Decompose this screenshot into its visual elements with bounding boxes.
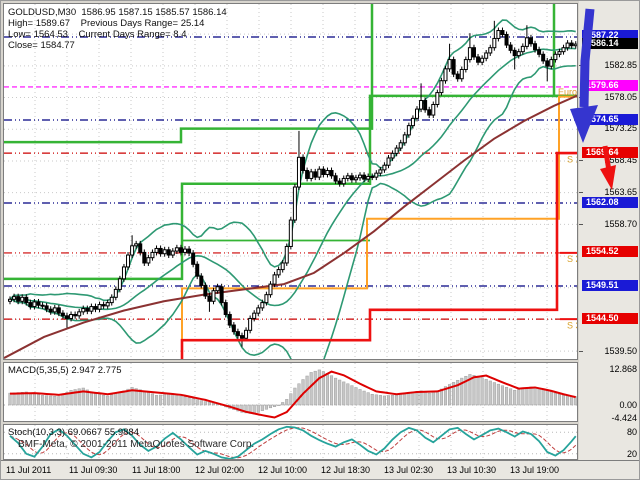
bollinger-upper	[9, 19, 576, 302]
price-axis-tick	[579, 96, 583, 98]
price-axis-tick	[579, 224, 583, 226]
macd-axis-label: -4.424	[611, 412, 637, 423]
stoch-axis-label: 20	[626, 448, 637, 459]
time-axis-label: 11 Jul 2011	[6, 465, 52, 475]
chart-high-header: High= 1589.67 Previous Days Range= 25.14	[8, 18, 205, 29]
price-badge: 1562.08	[582, 196, 638, 208]
time-axis-label: 13 Jul 10:30	[447, 465, 497, 475]
price-axis-label: 1558.70	[604, 219, 637, 230]
bollinger-lower	[9, 64, 576, 359]
price-badge: 1574.65	[582, 113, 638, 125]
price-axis-tick	[579, 191, 583, 193]
price-axis-label: 1573.25	[604, 123, 637, 134]
price-badge: 1579.66	[582, 80, 638, 92]
chart-ohlc-header: GOLDUSD,M30 1586.95 1587.15 1585.57 1586…	[8, 7, 227, 18]
macd-panel[interactable]: MACD(5,35,5) 2.947 2.775	[3, 362, 578, 422]
time-axis-label: 12 Jul 10:00	[258, 465, 308, 475]
stoch-axis-label: 80	[626, 427, 637, 438]
price-badge: 1586.14	[582, 37, 638, 49]
pivot-orange	[181, 95, 577, 347]
price-axis-tick	[579, 128, 583, 130]
pivot-label: S 2	[567, 254, 577, 264]
price-axis-label: 1563.65	[604, 186, 637, 197]
price-badge: 1549.51	[582, 279, 638, 291]
price-axis-label: 1582.85	[604, 59, 637, 70]
price-axis-label: 1539.50	[604, 346, 637, 357]
price-axis-tick	[579, 159, 583, 161]
copyright-watermark: BMF-Meta, © 2001-2011 MetaQuotes Softwar…	[18, 439, 255, 450]
price-axis-label: 1578.05	[604, 91, 637, 102]
macd-histogram	[8, 369, 577, 415]
time-axis-label: 11 Jul 09:30	[69, 465, 118, 475]
time-axis-label: 13 Jul 02:30	[384, 465, 434, 475]
price-badge: 1544.50	[582, 312, 638, 324]
pivot-label: S 3	[567, 321, 577, 331]
macd-axis-label: 12.868	[609, 363, 637, 374]
pivot-label: S 1	[567, 154, 577, 164]
stoch-main-line	[9, 425, 577, 459]
macd-axis-label: 0.00	[619, 400, 637, 410]
pivot-red-s1	[180, 151, 577, 359]
time-axis-label: 12 Jul 18:30	[321, 465, 371, 475]
chart-close-header: Close= 1584.77	[8, 40, 75, 51]
pivot-green-b	[4, 94, 577, 281]
price-badge: 1554.52	[582, 246, 638, 258]
price-axis-label: 1568.45	[604, 154, 637, 165]
candles-layer	[8, 20, 577, 347]
price-axis-tick	[579, 351, 583, 353]
stochastic-indicator-label: Stoch(10,3,3) 69.0667 55.9884	[8, 427, 139, 438]
time-axis-label: 12 Jul 02:00	[195, 465, 245, 475]
macd-canvas	[4, 363, 577, 421]
price-badge: 1587.22	[582, 30, 638, 42]
time-axis-label: 11 Jul 18:00	[132, 465, 181, 475]
pivot-green-a	[4, 4, 577, 144]
chart-low-header: Low= 1564.53 Current Days Range= 8.4	[8, 29, 187, 40]
stochastic-panel[interactable]: Stoch(10,3,3) 69.0667 55.9884 BMF-Meta, …	[3, 424, 578, 460]
slow-ma-line	[4, 94, 577, 359]
bollinger-middle	[9, 47, 576, 311]
stochastic-canvas	[4, 425, 577, 459]
price-axis[interactable]: 1582.85 1578.05 1573.25 1568.45 1563.65 1558.…	[579, 1, 639, 460]
price-chart-canvas: Euro Po S 1 S 2 S 3	[4, 4, 577, 359]
macd-signal-line	[9, 370, 576, 419]
pivot-label: Euro Po	[558, 87, 577, 97]
price-chart-area[interactable]: Euro Po S 1 S 2 S 3 GOLDUSD,M30 1586.95 158…	[3, 3, 578, 360]
time-axis[interactable]: 11 Jul 2011 11 Jul 09:30 11 Jul 18:00 12 Ju…	[1, 460, 639, 479]
macd-indicator-label: MACD(5,35,5) 2.947 2.775	[8, 365, 122, 376]
price-axis-tick	[579, 64, 583, 66]
time-axis-label: 13 Jul 19:00	[510, 465, 560, 475]
price-badge: 1569.64	[582, 146, 638, 158]
